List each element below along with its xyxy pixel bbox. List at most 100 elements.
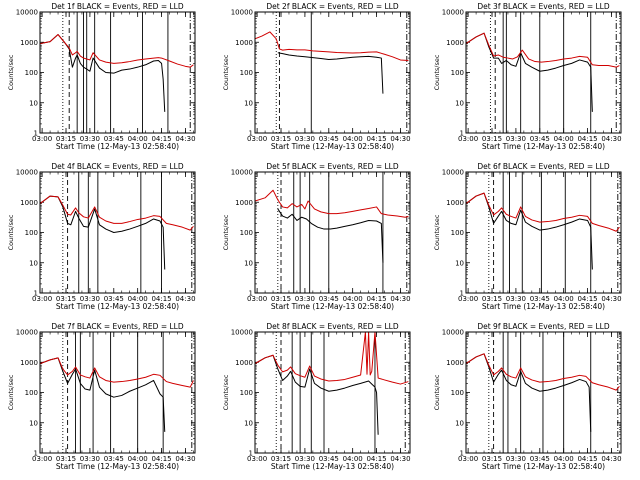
x-tick-label: 03:30 [506,295,526,303]
y-tick-label: 10 [244,419,253,427]
y-tick-label: 100 [25,229,38,237]
y-axis-label: Counts/sec [433,54,441,90]
lld-series-line [466,192,620,232]
y-tick-label: 10 [455,419,464,427]
y-tick-label: 1000 [20,199,38,207]
panel-title: Det 9f BLACK = Events, RED = LLD [477,322,610,331]
x-axis-label: Start Time (12-May-13 02:58:40) [271,462,394,471]
y-tick-label: 10000 [231,329,253,337]
x-axis-label: Start Time (12-May-13 02:58:40) [482,302,605,311]
panel-title: Det 3f BLACK = Events, RED = LLD [477,2,610,11]
events-series-line [466,192,593,270]
y-axis-label: Counts/sec [7,54,15,90]
x-tick-label: 04:00 [554,455,574,463]
panel-title: Det 7f BLACK = Events, RED = LLD [51,322,184,331]
x-tick-label: 03:30 [295,135,315,143]
plot-frame [254,171,411,294]
y-tick-label: 1 [249,290,253,298]
y-tick-label: 1 [460,130,464,138]
plot-frame [465,11,622,134]
x-tick-label: 04:00 [128,295,148,303]
y-tick-label: 1000 [20,359,38,367]
x-tick-label: 03:30 [295,295,315,303]
x-tick-label: 03:00 [32,135,52,143]
x-tick-label: 03:30 [80,455,100,463]
x-tick-label: 03:15 [271,135,291,143]
panel-det-5f: Det 5f BLACK = Events, RED = LLD Counts/s… [222,162,411,311]
y-tick-label: 1000 [20,39,38,47]
y-tick-label: 10 [244,259,253,267]
y-tick-label: 10 [455,259,464,267]
x-axis-label: Start Time (12-May-13 02:58:40) [482,142,605,151]
x-tick-label: 03:45 [104,455,124,463]
x-tick-label: 03:15 [56,135,76,143]
x-tick-label: 03:30 [80,295,100,303]
x-tick-label: 04:00 [343,455,363,463]
x-tick-label: 04:15 [577,135,597,143]
plot-frame [254,11,411,134]
y-tick-label: 10 [29,419,38,427]
y-tick-label: 100 [25,389,38,397]
x-tick-label: 03:45 [530,135,550,143]
x-tick-label: 04:15 [151,135,171,143]
y-tick-label: 10000 [442,329,464,337]
x-tick-label: 04:15 [366,455,386,463]
x-tick-label: 03:00 [247,135,267,143]
x-tick-label: 03:15 [482,295,502,303]
x-tick-label: 03:00 [32,295,52,303]
x-tick-label: 03:00 [247,295,267,303]
y-tick-label: 100 [240,389,253,397]
y-axis-label: Counts/sec [7,374,15,410]
plot-frame [39,11,196,134]
x-tick-label: 03:45 [530,295,550,303]
panel-det-1f: Det 1f BLACK = Events, RED = LLD Counts/s… [7,2,196,151]
x-tick-label: 04:30 [175,295,195,303]
panel-title: Det 6f BLACK = Events, RED = LLD [477,162,610,171]
y-axis-label: Counts/sec [433,374,441,410]
x-axis-label: Start Time (12-May-13 02:58:40) [271,302,394,311]
x-axis-label: Start Time (12-May-13 02:58:40) [56,462,179,471]
x-tick-label: 03:30 [506,455,526,463]
x-tick-label: 03:15 [271,295,291,303]
events-series-line [40,195,166,270]
y-tick-label: 1000 [446,199,464,207]
panel-det-6f: Det 6f BLACK = Events, RED = LLD Counts/s… [433,162,622,311]
panel-title: Det 4f BLACK = Events, RED = LLD [51,162,184,171]
x-tick-label: 03:45 [530,455,550,463]
x-tick-label: 04:30 [601,295,621,303]
y-axis-label: Counts/sec [222,374,230,410]
x-tick-label: 04:30 [390,295,410,303]
y-axis-label: Counts/sec [222,214,230,250]
y-tick-label: 1 [34,450,38,458]
x-axis-label: Start Time (12-May-13 02:58:40) [56,302,179,311]
events-series-line [277,52,384,94]
lld-series-line [466,32,620,68]
x-tick-label: 03:15 [56,295,76,303]
x-tick-label: 03:30 [80,135,100,143]
lld-series-line [40,34,194,68]
y-tick-label: 10000 [231,9,253,17]
panel-title: Det 5f BLACK = Events, RED = LLD [266,162,399,171]
x-tick-label: 04:30 [390,135,410,143]
lld-series-line [255,189,409,218]
events-series-line [277,208,384,263]
plot-area [466,332,620,453]
x-tick-label: 04:00 [343,295,363,303]
panel-title: Det 1f BLACK = Events, RED = LLD [51,2,184,11]
plot-frame [465,331,622,454]
x-tick-label: 03:00 [247,455,267,463]
x-tick-label: 04:15 [577,295,597,303]
y-tick-label: 1 [249,130,253,138]
y-tick-label: 10 [29,99,38,107]
panel-det-3f: Det 3f BLACK = Events, RED = LLD Counts/s… [433,2,622,151]
panel-title: Det 2f BLACK = Events, RED = LLD [266,2,399,11]
x-tick-label: 03:15 [56,455,76,463]
plot-area [255,332,409,453]
events-series-line [40,34,166,112]
y-tick-label: 1000 [446,39,464,47]
y-axis-label: Counts/sec [7,214,15,250]
x-axis-label: Start Time (12-May-13 02:58:40) [482,462,605,471]
lld-series-line [466,353,620,391]
plot-frame [39,171,196,294]
panel-det-7f: Det 7f BLACK = Events, RED = LLD Counts/s… [7,322,196,471]
